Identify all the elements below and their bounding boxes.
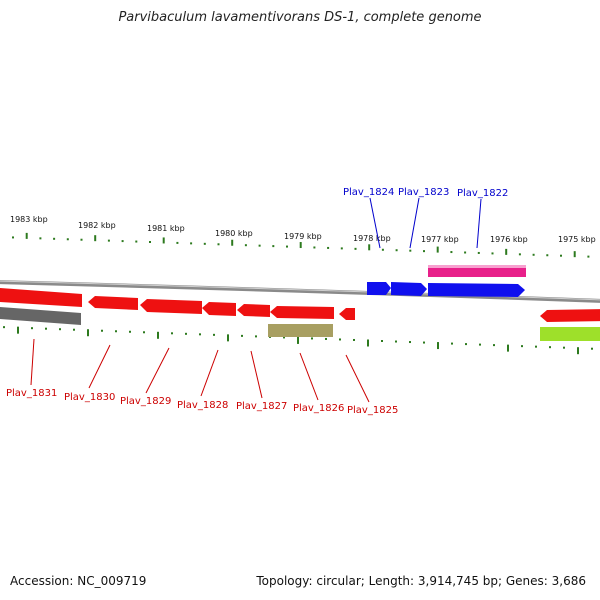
leader-line-1826 — [299, 352, 319, 401]
scale-ticks-outer — [12, 232, 590, 258]
scale-label: 1983 kbp — [10, 215, 48, 224]
scale-label: 1982 kbp — [78, 221, 116, 230]
gene-label-plav-1825[interactable]: Plav_1825 — [347, 405, 398, 416]
leader-line-1830 — [88, 344, 111, 389]
leader-line-1831 — [30, 338, 35, 386]
gene-label-plav-1823[interactable]: Plav_1823 — [398, 187, 449, 198]
scale-label: 1979 kbp — [284, 232, 322, 241]
red-gene-arrow-1829[interactable] — [140, 299, 202, 314]
blue-gene-arrow-1822[interactable] — [428, 283, 525, 297]
scale-label: 1975 kbp — [558, 235, 596, 244]
gene-label-plav-1830[interactable]: Plav_1830 — [64, 392, 115, 403]
scale-label: 1976 kbp — [490, 235, 528, 244]
gene-label-plav-1828[interactable]: Plav_1828 — [177, 400, 228, 411]
blue-gene-arrow-1824[interactable] — [367, 282, 391, 295]
gene-label-plav-1824[interactable]: Plav_1824 — [343, 187, 394, 198]
lime-feature-bar[interactable] — [540, 327, 600, 341]
red-gene-arrow-1827[interactable] — [237, 304, 270, 317]
genome-backbone — [0, 280, 600, 303]
accession-text: Accession: NC_009719 — [10, 574, 147, 588]
leader-line-1827 — [250, 350, 263, 399]
blue-gene-arrow-1823[interactable] — [391, 282, 427, 296]
magenta-feature-shine — [428, 265, 526, 268]
red-gene-arrow-1828[interactable] — [202, 302, 236, 316]
leader-line-1824 — [369, 197, 381, 249]
gene-label-plav-1827[interactable]: Plav_1827 — [236, 401, 287, 412]
red-gene-arrow-1830[interactable] — [88, 296, 138, 310]
leader-line-1825 — [345, 354, 370, 403]
leader-line-1828 — [200, 349, 219, 397]
red-gene-arrow-1825[interactable] — [339, 308, 355, 320]
gray-feature-bar[interactable] — [0, 307, 81, 325]
gene-label-plav-1826[interactable]: Plav_1826 — [293, 403, 344, 414]
scale-label: 1977 kbp — [421, 235, 459, 244]
leader-line-1823 — [409, 197, 420, 249]
forward-strand-features — [367, 265, 526, 297]
map-title: Parvibaculum lavamentivorans DS-1, compl… — [118, 10, 482, 25]
gene-label-plav-1822[interactable]: Plav_1822 — [457, 188, 508, 199]
leader-line-1829 — [145, 347, 170, 394]
olive-feature-bar[interactable] — [268, 324, 333, 337]
leader-line-1822 — [476, 198, 482, 249]
scale-labels: 1983 kbp 1982 kbp 1981 kbp 1980 kbp 1979 kbp… — [10, 215, 596, 244]
scale-label: 1980 kbp — [215, 229, 253, 238]
forward-labels: Plav_1824 Plav_1823 Plav_1822 — [343, 187, 508, 249]
reverse-strand-features — [0, 288, 600, 341]
reverse-labels: Plav_1831 Plav_1830 Plav_1829 Plav_1828 … — [6, 338, 398, 416]
scale-label: 1981 kbp — [147, 224, 185, 233]
red-gene-arrow-1831[interactable] — [0, 288, 82, 307]
gene-label-plav-1831[interactable]: Plav_1831 — [6, 388, 57, 399]
genome-backbone-highlight — [0, 280, 600, 301]
scale-label: 1978 kbp — [353, 234, 391, 243]
scale-ticks-inner — [3, 326, 593, 355]
gene-label-plav-1829[interactable]: Plav_1829 — [120, 396, 171, 407]
genome-summary-text: Topology: circular; Length: 3,914,745 bp… — [256, 574, 586, 588]
red-gene-arrow-right[interactable] — [540, 309, 600, 322]
red-gene-arrow-1826[interactable] — [270, 306, 334, 319]
